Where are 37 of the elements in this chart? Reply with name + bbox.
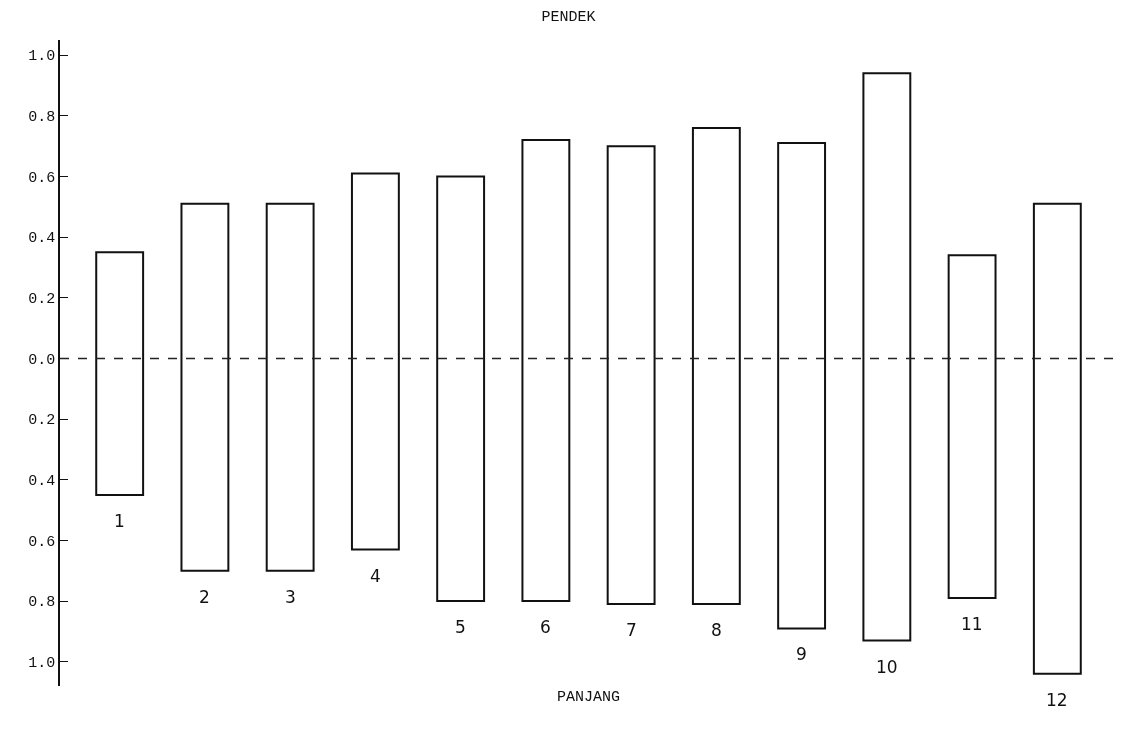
x-axis-title: PANJANG: [556, 689, 621, 706]
bar: [777, 142, 827, 630]
y-tick-label: 1.0: [28, 48, 56, 66]
bar: [1032, 202, 1082, 675]
x-tick-label: 12: [1046, 690, 1068, 710]
bar: [350, 172, 400, 551]
bar: [862, 72, 912, 642]
y-tick-label: 0.6: [28, 169, 56, 187]
y-tick-label: 0.2: [28, 291, 56, 309]
y-tick-label: 0.8: [28, 109, 56, 127]
x-tick-label: 8: [711, 620, 722, 640]
x-tick-label: 3: [285, 587, 296, 607]
x-tick-label: 11: [961, 614, 983, 634]
y-tick-label: 0.8: [28, 594, 56, 612]
y-tick-label: 0.4: [28, 230, 56, 248]
x-tick-label: 4: [370, 566, 381, 586]
bar: [436, 175, 486, 603]
bar: [947, 254, 997, 600]
y-tick-label: 0.6: [28, 533, 56, 551]
bar: [180, 202, 230, 572]
x-tick-label: 2: [199, 587, 210, 607]
bar: [606, 145, 656, 606]
x-tick-label: 7: [626, 620, 637, 640]
y-tick-label: 1.0: [28, 654, 56, 672]
y-tick-label: 0.2: [28, 412, 56, 430]
bar: [521, 139, 571, 603]
bar: [95, 251, 145, 496]
chart-title: PENDEK: [541, 9, 596, 27]
bar: [265, 202, 315, 572]
x-tick-label: 5: [455, 617, 466, 637]
bar: [691, 126, 741, 606]
x-tick-label: 10: [876, 657, 898, 677]
x-tick-label: 6: [540, 617, 551, 637]
y-tick-label: 0.4: [28, 473, 56, 491]
y-tick-label: 0.0: [28, 351, 56, 369]
x-tick-label: 1: [114, 511, 125, 531]
x-tick-label: 9: [796, 644, 807, 664]
